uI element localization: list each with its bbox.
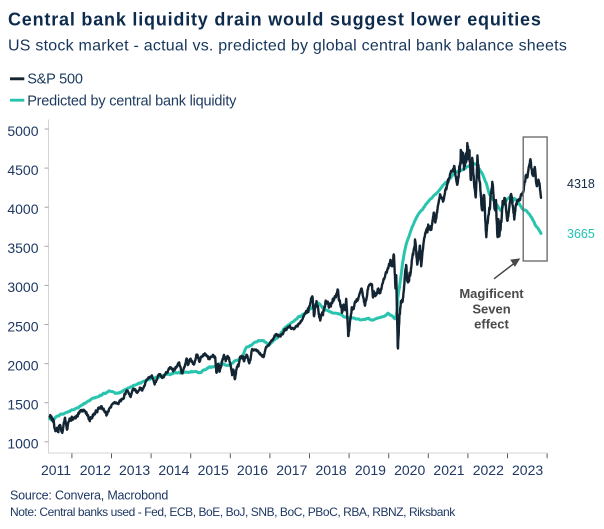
svg-text:effect: effect — [474, 317, 509, 332]
svg-text:US stock market - actual vs. p: US stock market - actual vs. predicted b… — [8, 38, 567, 55]
svg-text:2019: 2019 — [355, 462, 386, 478]
svg-text:Source: Convera, Macrobond: Source: Convera, Macrobond — [10, 489, 168, 503]
svg-text:S&P 500: S&P 500 — [27, 72, 83, 88]
svg-text:2016: 2016 — [237, 462, 268, 478]
svg-text:2022: 2022 — [473, 462, 504, 478]
svg-text:2021: 2021 — [433, 462, 464, 478]
svg-text:Predicted by central bank liqu: Predicted by central bank liquidity — [27, 94, 237, 110]
svg-text:3665: 3665 — [567, 227, 595, 241]
svg-text:2018: 2018 — [316, 462, 347, 478]
svg-text:Magificent: Magificent — [459, 286, 524, 301]
svg-text:4500: 4500 — [7, 162, 38, 178]
svg-text:2012: 2012 — [80, 462, 111, 478]
svg-text:2013: 2013 — [119, 462, 150, 478]
svg-text:1000: 1000 — [7, 436, 38, 452]
svg-text:Seven: Seven — [472, 302, 510, 317]
svg-text:3500: 3500 — [7, 240, 38, 256]
svg-text:4318: 4318 — [567, 177, 595, 191]
svg-text:4000: 4000 — [7, 201, 38, 217]
svg-text:2011: 2011 — [41, 462, 71, 478]
svg-text:5000: 5000 — [7, 123, 38, 139]
svg-text:2017: 2017 — [276, 462, 307, 478]
svg-text:1500: 1500 — [7, 397, 38, 413]
svg-text:2023: 2023 — [512, 462, 543, 478]
svg-text:2014: 2014 — [158, 462, 189, 478]
svg-text:Central bank liquidity drain w: Central bank liquidity drain would sugge… — [8, 10, 542, 30]
svg-text:2020: 2020 — [394, 462, 425, 478]
svg-text:2015: 2015 — [198, 462, 229, 478]
svg-text:2500: 2500 — [7, 318, 38, 334]
svg-text:Note: Central banks used - Fed: Note: Central banks used - Fed, ECB, BoE… — [10, 505, 456, 519]
svg-text:3000: 3000 — [7, 279, 38, 295]
svg-text:2000: 2000 — [7, 357, 38, 373]
